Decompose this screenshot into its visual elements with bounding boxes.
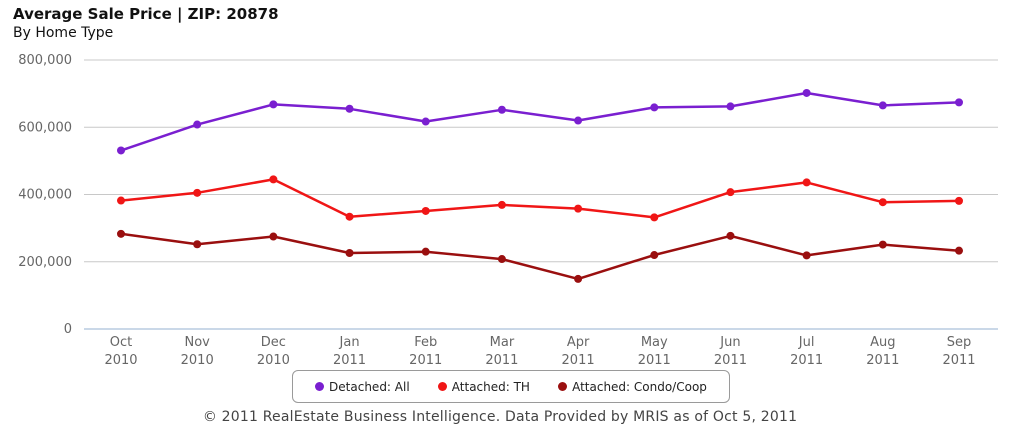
data-point[interactable] <box>650 251 659 260</box>
chart-subtitle: By Home Type <box>13 25 114 41</box>
data-point[interactable] <box>955 196 963 205</box>
data-point[interactable] <box>878 240 887 249</box>
data-point[interactable] <box>117 229 125 238</box>
x-tick-label: Jul 2011 <box>790 335 823 368</box>
data-point[interactable] <box>117 196 125 205</box>
legend-item-detached-all[interactable]: Detached: All <box>315 380 410 394</box>
data-point[interactable] <box>955 246 963 255</box>
x-tick-label: Oct 2010 <box>104 335 137 368</box>
legend-label: Attached: Condo/Coop <box>572 379 707 394</box>
chart-title: Average Sale Price | ZIP: 20878 <box>13 5 279 23</box>
y-tick-label: 0 <box>64 322 72 337</box>
series-group <box>117 88 963 283</box>
y-tick-label: 200,000 <box>18 255 72 270</box>
data-point[interactable] <box>497 200 506 209</box>
series-line <box>120 91 960 152</box>
data-point[interactable] <box>421 206 430 215</box>
series-line <box>120 232 960 281</box>
x-tick-label: Dec 2010 <box>257 335 290 368</box>
y-tick-label: 400,000 <box>18 188 72 203</box>
data-point[interactable] <box>269 232 278 241</box>
x-tick-label: Aug 2011 <box>866 335 899 368</box>
data-point[interactable] <box>345 104 354 113</box>
data-point[interactable] <box>269 175 278 184</box>
data-point[interactable] <box>878 101 887 110</box>
data-point[interactable] <box>345 212 354 221</box>
data-point[interactable] <box>802 178 811 187</box>
data-point[interactable] <box>802 251 811 260</box>
data-point[interactable] <box>574 116 583 125</box>
x-tick-label: Jun 2011 <box>714 335 747 368</box>
y-tick-label: 600,000 <box>18 120 72 135</box>
data-point[interactable] <box>878 198 887 207</box>
x-tick-label: May 2011 <box>638 335 671 368</box>
copyright-footer: © 2011 RealEstate Business Intelligence.… <box>202 409 798 425</box>
data-point[interactable] <box>650 213 659 222</box>
grid-lines <box>84 59 998 263</box>
data-point[interactable] <box>269 100 278 109</box>
data-point[interactable] <box>193 188 202 197</box>
data-point[interactable] <box>726 231 735 240</box>
data-point[interactable] <box>574 274 583 283</box>
data-point[interactable] <box>193 120 202 129</box>
x-tick-label: Jan 2011 <box>333 335 366 368</box>
data-point[interactable] <box>345 249 354 258</box>
legend-item-attached-th[interactable]: Attached: TH <box>437 379 530 394</box>
data-point[interactable] <box>955 98 963 107</box>
legend-label: Attached: TH <box>451 379 530 394</box>
data-point[interactable] <box>497 255 506 264</box>
data-point[interactable] <box>117 146 125 155</box>
data-point[interactable] <box>574 204 583 213</box>
chart-legend: Detached: All Attached: TH Attached: Con… <box>292 370 730 403</box>
series-line <box>120 178 960 219</box>
y-tick-label: 800,000 <box>18 53 72 68</box>
data-point[interactable] <box>726 188 735 197</box>
data-point[interactable] <box>193 240 202 249</box>
legend-label: Detached: All <box>329 379 410 394</box>
data-point[interactable] <box>650 103 659 112</box>
x-tick-label: Feb 2011 <box>409 335 442 368</box>
data-point[interactable] <box>802 88 811 97</box>
legend-marker-icon <box>558 382 568 391</box>
data-point[interactable] <box>726 102 735 111</box>
line-chart: 0 200,000 400,000 600,000 800,000 Oct 2010 Nov 2… <box>18 53 998 368</box>
x-tick-label: Apr 2011 <box>562 335 595 368</box>
x-tick-label: Nov 2010 <box>181 335 214 368</box>
axes: 0 200,000 400,000 600,000 800,000 Oct 2010 Nov 2… <box>18 53 998 368</box>
x-tick-label: Sep 2011 <box>942 335 975 368</box>
x-tick-label: Mar 2011 <box>485 335 518 368</box>
data-point[interactable] <box>421 117 430 126</box>
data-point[interactable] <box>421 247 430 256</box>
legend-marker-icon <box>315 382 325 391</box>
legend-item-attached-condo-coop[interactable]: Attached: Condo/Coop <box>558 380 707 394</box>
legend-marker-icon <box>437 382 447 391</box>
data-point[interactable] <box>497 105 506 114</box>
